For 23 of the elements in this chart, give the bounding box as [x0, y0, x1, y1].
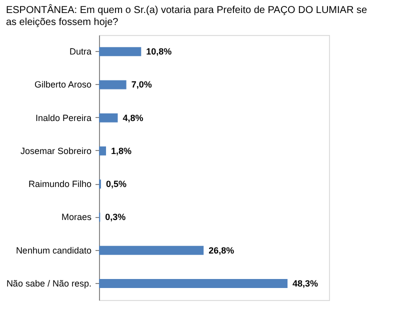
data-label: 0,5%: [106, 179, 126, 190]
y-tick-label: Nenhum candidato: [16, 245, 92, 256]
y-tick-label: Josemar Sobreiro: [20, 146, 92, 156]
data-label: 48,3%: [292, 278, 318, 288]
bar: [99, 246, 204, 255]
y-tick-label: Não sabe / Não resp.: [6, 278, 92, 288]
y-tick-label: Gilberto Aroso: [34, 80, 92, 90]
bar: [99, 47, 142, 56]
data-label: 0,3%: [105, 212, 126, 222]
bar: [99, 80, 126, 90]
data-label: 4,8%: [122, 112, 144, 123]
bar: [99, 113, 118, 122]
y-tick-label: Inaldo Pereira: [35, 112, 92, 123]
y-tick-label: Dutra: [69, 46, 92, 57]
data-label: 1,8%: [111, 146, 132, 156]
data-label: 26,8%: [208, 245, 234, 256]
bar: [99, 146, 106, 156]
chart-title: ESPONTÂNEA: Em quem o Sr.(a) votaria para Prefeito de PAÇO DO LUMIAR se as eleições fossem hoje?: [6, 4, 368, 28]
y-tick-label: Raimundo Filho: [28, 179, 92, 190]
data-label: 10,8%: [146, 46, 172, 57]
data-label: 7,0%: [131, 80, 152, 90]
y-tick-label: Moraes: [61, 212, 92, 222]
bar: [99, 278, 288, 288]
